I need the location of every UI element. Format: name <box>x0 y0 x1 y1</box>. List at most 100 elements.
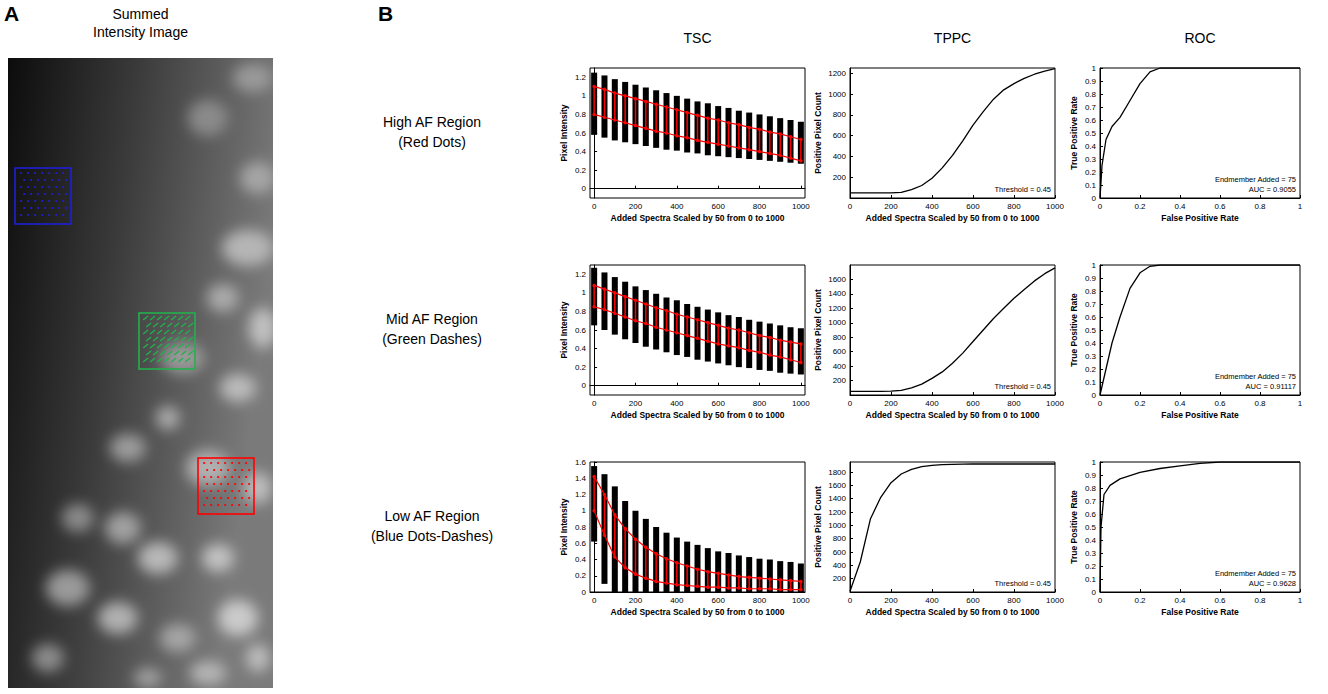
svg-text:800: 800 <box>753 202 767 211</box>
svg-text:Added Spectra Scaled by 50 fro: Added Spectra Scaled by 50 from 0 to 100… <box>611 213 785 223</box>
svg-text:1.4: 1.4 <box>575 474 587 483</box>
svg-text:0.4: 0.4 <box>1174 596 1186 605</box>
svg-text:200: 200 <box>833 376 847 385</box>
svg-text:0: 0 <box>1098 202 1103 211</box>
svg-text:0.8: 0.8 <box>575 307 587 316</box>
svg-text:0.6: 0.6 <box>1085 116 1097 125</box>
svg-text:200: 200 <box>833 173 847 182</box>
svg-text:0.4: 0.4 <box>575 344 587 353</box>
svg-text:0: 0 <box>1098 399 1103 408</box>
svg-text:1: 1 <box>1092 261 1097 270</box>
svg-text:1: 1 <box>582 91 587 100</box>
svg-text:AUC = 0.9628: AUC = 0.9628 <box>1249 579 1296 588</box>
svg-text:0.7: 0.7 <box>1085 497 1097 506</box>
svg-text:0.9: 0.9 <box>1085 77 1097 86</box>
svg-text:400: 400 <box>925 202 939 211</box>
svg-text:False Positive Rate: False Positive Rate <box>1161 410 1239 420</box>
svg-text:1000: 1000 <box>828 521 846 530</box>
svg-text:400: 400 <box>670 399 684 408</box>
svg-text:0.6: 0.6 <box>575 326 587 335</box>
svg-text:800: 800 <box>753 596 767 605</box>
svg-text:800: 800 <box>833 534 847 543</box>
svg-text:0: 0 <box>582 381 587 390</box>
svg-text:True Positive Rate: True Positive Rate <box>1069 96 1079 170</box>
svg-text:0: 0 <box>1092 194 1097 203</box>
svg-text:0.4: 0.4 <box>575 555 587 564</box>
svg-text:0.2: 0.2 <box>1134 399 1146 408</box>
svg-text:400: 400 <box>833 561 847 570</box>
svg-text:0: 0 <box>582 588 587 597</box>
svg-text:0.8: 0.8 <box>575 523 587 532</box>
svg-text:0.3: 0.3 <box>1085 155 1097 164</box>
svg-text:0.1: 0.1 <box>1085 575 1097 584</box>
svg-text:Pixel Intensity: Pixel Intensity <box>559 498 569 555</box>
svg-text:0.2: 0.2 <box>1085 365 1097 374</box>
svg-text:400: 400 <box>925 399 939 408</box>
svg-text:0.9: 0.9 <box>1085 471 1097 480</box>
svg-text:1400: 1400 <box>828 289 846 298</box>
svg-text:0.2: 0.2 <box>575 166 587 175</box>
svg-text:Endmember Added = 75: Endmember Added = 75 <box>1215 569 1296 578</box>
svg-text:0.6: 0.6 <box>575 539 587 548</box>
svg-text:1: 1 <box>1298 399 1303 408</box>
svg-text:0.4: 0.4 <box>1085 536 1097 545</box>
svg-text:400: 400 <box>670 202 684 211</box>
svg-text:0.4: 0.4 <box>1085 142 1097 151</box>
svg-text:600: 600 <box>966 202 980 211</box>
svg-text:800: 800 <box>833 333 847 342</box>
svg-text:0.6: 0.6 <box>1085 313 1097 322</box>
svg-text:Added Spectra Scaled by 50 fro: Added Spectra Scaled by 50 from 0 to 100… <box>611 607 785 617</box>
svg-text:1200: 1200 <box>828 508 846 517</box>
svg-text:0.5: 0.5 <box>1085 326 1097 335</box>
svg-text:0.6: 0.6 <box>1214 202 1226 211</box>
svg-text:600: 600 <box>833 548 847 557</box>
svg-text:1: 1 <box>1298 596 1303 605</box>
svg-text:AUC = 0.91117: AUC = 0.91117 <box>1246 382 1296 391</box>
svg-text:1.2: 1.2 <box>575 490 587 499</box>
svg-text:1000: 1000 <box>792 596 810 605</box>
svg-text:False Positive Rate: False Positive Rate <box>1161 607 1239 617</box>
svg-text:800: 800 <box>1007 596 1021 605</box>
svg-text:0: 0 <box>1092 391 1097 400</box>
svg-text:0: 0 <box>1098 596 1103 605</box>
svg-text:0.6: 0.6 <box>1214 399 1226 408</box>
svg-text:1600: 1600 <box>828 275 846 284</box>
svg-text:0.2: 0.2 <box>1134 202 1146 211</box>
svg-text:200: 200 <box>629 202 643 211</box>
svg-text:600: 600 <box>833 131 847 140</box>
svg-text:600: 600 <box>966 399 980 408</box>
svg-text:0: 0 <box>592 596 597 605</box>
svg-text:600: 600 <box>711 399 725 408</box>
svg-text:0.4: 0.4 <box>1085 339 1097 348</box>
svg-text:800: 800 <box>753 399 767 408</box>
svg-text:200: 200 <box>884 596 898 605</box>
svg-text:0.7: 0.7 <box>1085 300 1097 309</box>
svg-text:1800: 1800 <box>828 468 846 477</box>
svg-text:Pixel Intensity: Pixel Intensity <box>559 104 569 161</box>
svg-text:1000: 1000 <box>1046 596 1064 605</box>
svg-text:0: 0 <box>848 202 853 211</box>
svg-text:800: 800 <box>1007 202 1021 211</box>
svg-text:600: 600 <box>711 202 725 211</box>
svg-text:0: 0 <box>1092 588 1097 597</box>
svg-text:0.8: 0.8 <box>1085 90 1097 99</box>
svg-text:200: 200 <box>629 399 643 408</box>
svg-text:1: 1 <box>582 288 587 297</box>
svg-text:1200: 1200 <box>828 304 846 313</box>
svg-text:0.6: 0.6 <box>575 129 587 138</box>
svg-text:200: 200 <box>884 202 898 211</box>
svg-text:600: 600 <box>711 596 725 605</box>
svg-text:1000: 1000 <box>792 399 810 408</box>
svg-text:1: 1 <box>1298 202 1303 211</box>
svg-text:1.2: 1.2 <box>575 73 587 82</box>
svg-text:0.1: 0.1 <box>1085 181 1097 190</box>
svg-text:0.7: 0.7 <box>1085 103 1097 112</box>
svg-text:0: 0 <box>592 202 597 211</box>
svg-text:0.3: 0.3 <box>1085 352 1097 361</box>
svg-text:1.2: 1.2 <box>575 270 587 279</box>
svg-text:0.2: 0.2 <box>1134 596 1146 605</box>
svg-text:True Positive Rate: True Positive Rate <box>1069 293 1079 367</box>
svg-text:0.6: 0.6 <box>1214 596 1226 605</box>
svg-text:0.6: 0.6 <box>1085 510 1097 519</box>
svg-text:Threshold = 0.45: Threshold = 0.45 <box>995 579 1052 588</box>
